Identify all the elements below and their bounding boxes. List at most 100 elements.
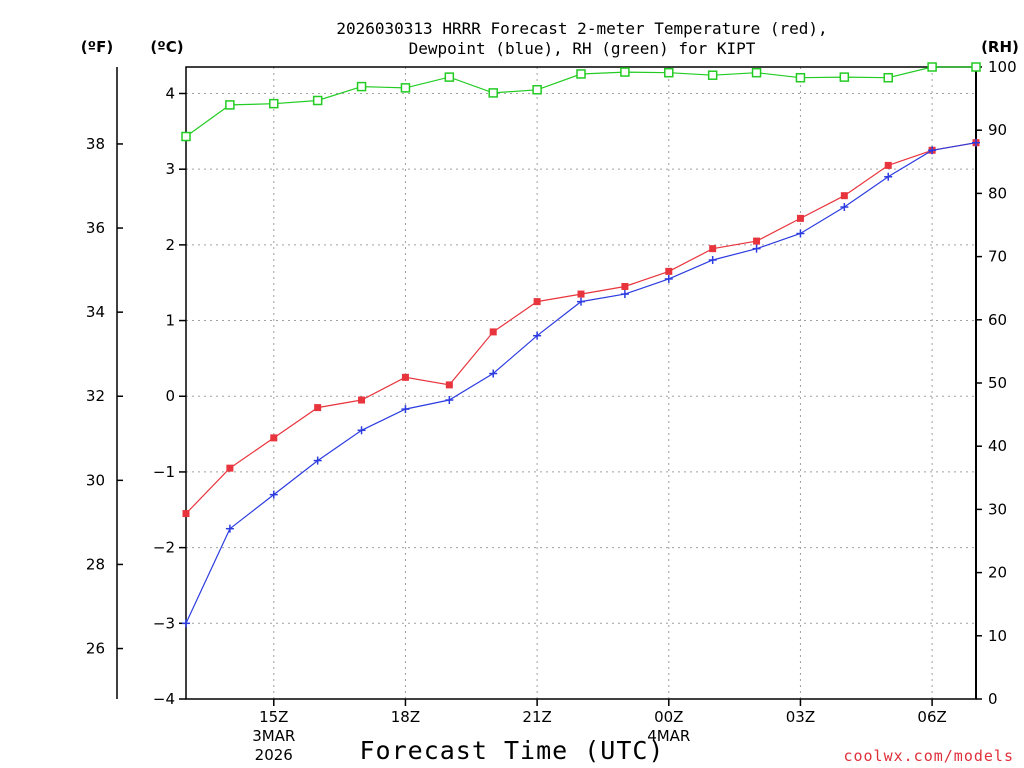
celsius-unit-label: (ºC) [150,38,183,56]
dewpoint-point [445,396,454,405]
dewpoint-point [313,456,322,465]
rh-tick-label: 0 [988,690,998,708]
rh-point [356,81,367,92]
celsius-tick-label: 3 [165,160,175,178]
fahrenheit-tick-label: 26 [86,640,105,658]
temperature-point [270,434,278,442]
dewpoint-point [752,244,761,253]
temperature-point [226,464,234,472]
x-tick-year-label: 2026 [255,746,293,764]
celsius-tick-label: 0 [165,387,175,405]
chart-title-line-2: Dewpoint (blue), RH (green) for KIPT [409,39,756,58]
axes: −4−3−2−101234262830323436380102030405060… [86,58,1017,764]
celsius-tick-label: −1 [153,463,175,481]
rh-point [444,72,455,82]
temperature-point [709,245,717,253]
rh-tick-label: 90 [988,121,1007,139]
rh-tick-label: 40 [988,437,1007,455]
rh-tick-label: 100 [988,58,1017,76]
rh-tick-label: 70 [988,248,1007,266]
rh-tick-label: 10 [988,627,1007,645]
x-tick-label: 06Z [917,708,946,726]
dewpoint-point [533,331,542,340]
rh-point [927,62,937,72]
fahrenheit-tick-label: 34 [86,303,105,321]
grid-lines [186,67,976,699]
rh-tick-label: 60 [988,311,1007,329]
fahrenheit-tick-label: 36 [86,219,105,237]
fahrenheit-tick-label: 30 [86,471,105,489]
x-tick-label: 03Z [786,708,815,726]
rh-tick-label: 20 [988,564,1007,582]
temperature-point [182,510,190,518]
dewpoint-point [489,369,498,378]
celsius-tick-label: 2 [165,236,175,254]
dewpoint-point [357,426,366,435]
fahrenheit-tick-label: 32 [86,387,105,405]
temperature-point [314,404,322,412]
dewpoint-point [182,619,190,628]
dewpoint-point [620,290,629,299]
temperature-point [753,237,761,245]
chart-title-line-1: 2026030313 HRRR Forecast 2-meter Tempera… [336,19,827,38]
dewpoint-line [185,142,977,624]
rh-point [532,85,542,95]
rh-point [883,72,893,83]
rh-point [181,131,191,142]
rh-tick-label: 30 [988,500,1007,518]
dewpoint-point [796,229,805,238]
celsius-tick-label: −2 [153,539,175,557]
temperature-point [358,396,366,404]
x-tick-date-label: 3MAR [252,727,295,745]
temperature-point [445,381,453,389]
rh-point [664,67,674,78]
temperature-point [577,290,585,298]
celsius-tick-label: −4 [153,690,175,708]
fahrenheit-tick-label: 28 [86,555,105,573]
dewpoint-point [884,172,893,181]
rh-point [707,70,718,80]
rh-unit-label: (RH) [981,38,1019,56]
data-series [181,62,981,628]
rh-point [620,67,630,77]
credit-link[interactable]: coolwx.com/models [843,747,1014,765]
temperature-point [665,267,673,275]
x-tick-label: 15Z [259,708,288,726]
rh-point [839,72,850,82]
rh-tick-label: 80 [988,184,1007,202]
temperature-point [401,373,409,381]
celsius-tick-label: −3 [153,614,175,632]
celsius-tick-label: 4 [165,84,175,102]
temperature-point [489,328,497,336]
celsius-tick-label: 1 [165,312,175,330]
rh-point [795,72,806,83]
temperature-point [884,161,892,169]
rh-point [269,98,279,109]
dewpoint-point [664,274,673,283]
temperature-point [533,298,541,306]
rh-point [400,83,411,93]
dewpoint-point [928,146,937,155]
rh-point [751,67,762,78]
dewpoint-point [708,256,717,265]
x-tick-date-label: 4MAR [647,727,690,745]
dewpoint-point [577,297,585,306]
temperature-point [621,282,629,290]
fahrenheit-unit-label: (ºF) [81,38,113,56]
rh-tick-label: 50 [988,374,1007,392]
x-tick-label: 21Z [522,708,551,726]
rh-point [576,69,586,79]
rh-point [971,62,981,72]
dewpoint-point [269,490,278,499]
temperature-point [840,192,848,200]
dewpoint-point [401,405,410,414]
x-axis-title: Forecast Time (UTC) [360,736,665,765]
rh-point [488,88,498,98]
dewpoint-point [972,138,980,147]
dewpoint-point [225,524,234,533]
temperature-point [796,214,804,222]
dewpoint-point [840,203,849,212]
x-tick-label: 00Z [654,708,683,726]
rh-point [312,95,323,106]
